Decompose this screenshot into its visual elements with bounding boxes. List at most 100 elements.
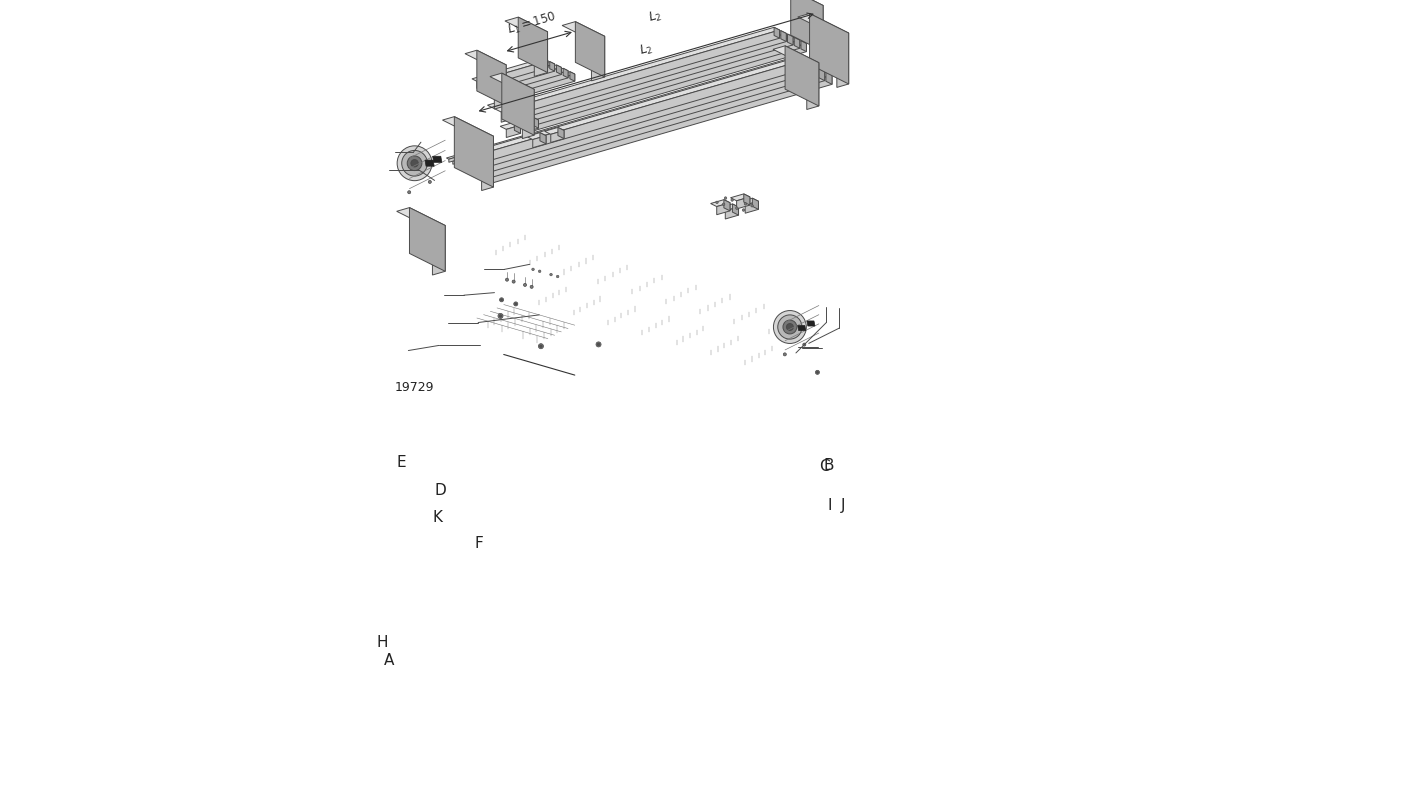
Circle shape <box>514 302 518 306</box>
Polygon shape <box>523 89 534 139</box>
Polygon shape <box>501 103 532 122</box>
Polygon shape <box>484 72 832 174</box>
Circle shape <box>743 209 744 211</box>
Text: C: C <box>819 459 831 474</box>
Polygon shape <box>542 58 548 68</box>
Polygon shape <box>807 321 815 326</box>
Circle shape <box>524 283 527 286</box>
Polygon shape <box>464 50 506 69</box>
Polygon shape <box>836 33 849 88</box>
Circle shape <box>402 150 427 176</box>
Polygon shape <box>737 197 750 209</box>
Text: H: H <box>376 635 388 650</box>
Polygon shape <box>486 65 561 88</box>
Polygon shape <box>490 67 561 95</box>
Circle shape <box>731 199 734 201</box>
Polygon shape <box>791 0 824 51</box>
Polygon shape <box>774 27 780 38</box>
Circle shape <box>408 191 410 194</box>
Circle shape <box>501 298 503 301</box>
Circle shape <box>736 207 738 209</box>
Polygon shape <box>780 0 824 9</box>
Polygon shape <box>481 136 493 191</box>
Polygon shape <box>449 57 799 162</box>
Polygon shape <box>396 207 446 229</box>
Polygon shape <box>557 65 561 74</box>
Polygon shape <box>532 136 547 148</box>
Polygon shape <box>425 160 435 166</box>
Polygon shape <box>518 37 792 124</box>
Polygon shape <box>826 72 832 85</box>
Polygon shape <box>469 64 809 172</box>
Polygon shape <box>744 194 750 205</box>
Polygon shape <box>527 132 547 140</box>
Polygon shape <box>450 58 804 161</box>
Text: K: K <box>433 510 443 525</box>
Circle shape <box>408 156 422 171</box>
Polygon shape <box>484 64 555 92</box>
Circle shape <box>802 343 805 346</box>
Polygon shape <box>511 34 787 121</box>
Polygon shape <box>471 58 548 81</box>
Polygon shape <box>797 56 799 61</box>
Polygon shape <box>562 22 605 40</box>
Polygon shape <box>446 56 799 160</box>
Polygon shape <box>724 200 730 211</box>
Polygon shape <box>500 122 521 129</box>
Circle shape <box>744 203 747 205</box>
Polygon shape <box>811 6 824 55</box>
Polygon shape <box>818 69 825 81</box>
Polygon shape <box>726 207 738 219</box>
Polygon shape <box>717 203 730 215</box>
Polygon shape <box>527 41 807 123</box>
Polygon shape <box>788 34 792 45</box>
Polygon shape <box>433 156 442 162</box>
Polygon shape <box>551 130 564 143</box>
Polygon shape <box>500 27 780 110</box>
Polygon shape <box>443 117 493 140</box>
Text: B: B <box>824 458 834 472</box>
Text: $L_2$: $L_2$ <box>646 7 665 26</box>
Circle shape <box>596 342 601 347</box>
Polygon shape <box>476 68 818 176</box>
Circle shape <box>538 344 544 349</box>
Polygon shape <box>710 200 730 207</box>
Polygon shape <box>507 125 521 137</box>
Polygon shape <box>501 73 534 135</box>
Polygon shape <box>493 69 568 91</box>
Polygon shape <box>532 117 538 128</box>
Polygon shape <box>453 59 804 164</box>
Circle shape <box>774 310 807 343</box>
Polygon shape <box>518 117 538 124</box>
Circle shape <box>398 146 432 180</box>
Polygon shape <box>433 226 446 275</box>
Circle shape <box>815 370 819 374</box>
Circle shape <box>782 320 797 334</box>
Text: F: F <box>474 536 483 551</box>
Circle shape <box>500 298 504 302</box>
Polygon shape <box>454 117 493 187</box>
Polygon shape <box>506 30 780 118</box>
Text: A: A <box>383 653 395 668</box>
Circle shape <box>530 286 532 288</box>
Polygon shape <box>798 14 849 37</box>
Polygon shape <box>804 61 809 73</box>
Text: E: E <box>396 455 406 470</box>
Polygon shape <box>462 61 802 168</box>
Polygon shape <box>531 44 807 132</box>
Circle shape <box>816 371 818 373</box>
Circle shape <box>724 197 727 200</box>
Circle shape <box>540 345 542 347</box>
Circle shape <box>557 275 559 278</box>
Polygon shape <box>785 45 819 106</box>
Polygon shape <box>772 45 819 66</box>
Text: D: D <box>435 483 446 498</box>
Polygon shape <box>809 14 849 84</box>
Polygon shape <box>738 198 758 205</box>
Polygon shape <box>520 38 799 120</box>
Polygon shape <box>730 194 750 201</box>
Polygon shape <box>569 72 575 81</box>
Polygon shape <box>564 69 568 78</box>
Polygon shape <box>798 326 805 330</box>
Circle shape <box>500 314 501 318</box>
